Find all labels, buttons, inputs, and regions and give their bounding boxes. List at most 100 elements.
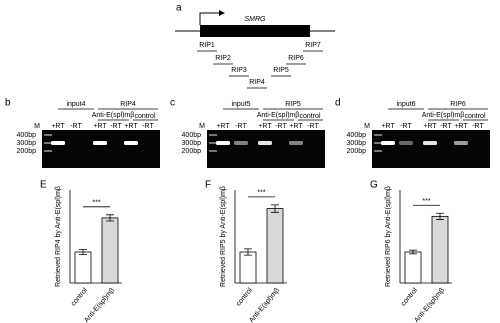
size-label: 400bp	[17, 132, 37, 139]
lane-label: +RT	[93, 123, 107, 130]
band	[258, 141, 272, 145]
lane-label: -RT	[400, 123, 412, 130]
error-bar	[79, 249, 87, 255]
rip-header: RIP5	[285, 101, 301, 108]
size-label: 300bp	[17, 140, 37, 147]
rip-header: RIP6	[450, 101, 466, 108]
significance: ***	[422, 198, 430, 205]
size-label: 200bp	[17, 148, 37, 155]
rip-label: RIP6	[288, 55, 304, 62]
marker-band	[44, 150, 52, 152]
marker-band	[209, 142, 217, 144]
rip-label: RIP3	[231, 67, 247, 74]
lane-label: +RT	[124, 123, 138, 130]
marker-band	[209, 150, 217, 152]
panel-label: a	[176, 3, 182, 14]
antibody-header: Anti-E(spl)mβ	[422, 112, 465, 119]
x-tick-label: control	[400, 287, 419, 308]
size-label: 400bp	[182, 132, 202, 139]
band	[216, 141, 230, 145]
size-label: 200bp	[347, 148, 367, 155]
lane-label: -RT	[472, 123, 484, 130]
x-tick-label: control	[235, 287, 254, 308]
lane-label: +RT	[454, 123, 468, 130]
marker-band	[374, 150, 382, 152]
error-bar	[106, 214, 114, 222]
bar	[239, 251, 257, 284]
lane-label: +RT	[423, 123, 437, 130]
control-header: control	[299, 113, 320, 120]
lane-label: -RT	[307, 123, 319, 130]
lane-label: -RT	[275, 123, 287, 130]
lane-label: -RT	[110, 123, 122, 130]
control-header: control	[134, 113, 155, 120]
marker-label: M	[199, 123, 205, 130]
lane-label: +RT	[381, 123, 395, 130]
bar	[431, 215, 449, 284]
panel-label: F	[205, 180, 211, 191]
y-axis-label: Retrieved RIP4 by Anti-E(spl)mβ	[55, 186, 62, 287]
marker-band	[374, 142, 382, 144]
significance: ***	[257, 190, 265, 197]
bar	[101, 217, 119, 284]
size-label: 300bp	[347, 140, 367, 147]
band	[399, 141, 413, 145]
gel	[207, 130, 325, 168]
rip-label: RIP5	[273, 67, 289, 74]
bar	[74, 251, 92, 284]
size-label: 400bp	[347, 132, 367, 139]
input-header: input6	[396, 101, 415, 108]
band	[234, 141, 248, 145]
lane-label: -RT	[142, 123, 154, 130]
antibody-header: Anti-E(spl)mβ	[92, 112, 135, 119]
lane-label: -RT	[440, 123, 452, 130]
tss-arrow	[199, 12, 222, 25]
marker-label: M	[34, 123, 40, 130]
error-bar	[244, 248, 252, 256]
rip-label: RIP4	[249, 79, 265, 86]
band	[51, 141, 65, 145]
rip-label: RIP7	[305, 42, 321, 49]
band	[423, 141, 437, 145]
size-label: 200bp	[182, 148, 202, 155]
lane-label: -RT	[235, 123, 247, 130]
lane-label: -RT	[70, 123, 82, 130]
size-label: 300bp	[182, 140, 202, 147]
lane-label: +RT	[258, 123, 272, 130]
error-bar	[409, 249, 417, 255]
marker-band	[44, 142, 52, 144]
rip-header: RIP4	[120, 101, 136, 108]
y-axis-label: Retrieved RIP6 by Anti-E(spl)mβ	[385, 186, 392, 287]
control-header: control	[464, 113, 485, 120]
bar	[404, 251, 422, 284]
band	[93, 141, 107, 145]
marker-band	[44, 134, 52, 136]
gel	[42, 130, 160, 168]
band	[289, 141, 303, 145]
lane-label: +RT	[51, 123, 65, 130]
marker-band	[374, 134, 382, 136]
panel-label: c	[170, 98, 175, 109]
panel-label: d	[335, 98, 341, 109]
y-axis-label: Retrieved RIP5 by Anti-E(spl)mβ	[220, 186, 227, 287]
panel-label: G	[370, 180, 378, 191]
x-tick-label: control	[70, 287, 89, 308]
marker-band	[209, 134, 217, 136]
band	[454, 141, 468, 145]
gel	[372, 130, 490, 168]
error-bar	[271, 204, 279, 213]
band	[381, 141, 395, 145]
lane-label: +RT	[289, 123, 303, 130]
gene-name: SMRG	[245, 16, 267, 23]
rip-label: RIP2	[215, 55, 231, 62]
significance: ***	[92, 200, 100, 207]
error-bar	[436, 212, 444, 220]
tss-arrowhead	[219, 10, 225, 16]
panel-label: E	[40, 180, 47, 191]
antibody-header: Anti-E(spl)mβ	[257, 112, 300, 119]
marker-label: M	[364, 123, 370, 130]
gene-body	[200, 25, 310, 37]
panel-label: b	[5, 98, 11, 109]
input-header: input4	[66, 101, 85, 108]
